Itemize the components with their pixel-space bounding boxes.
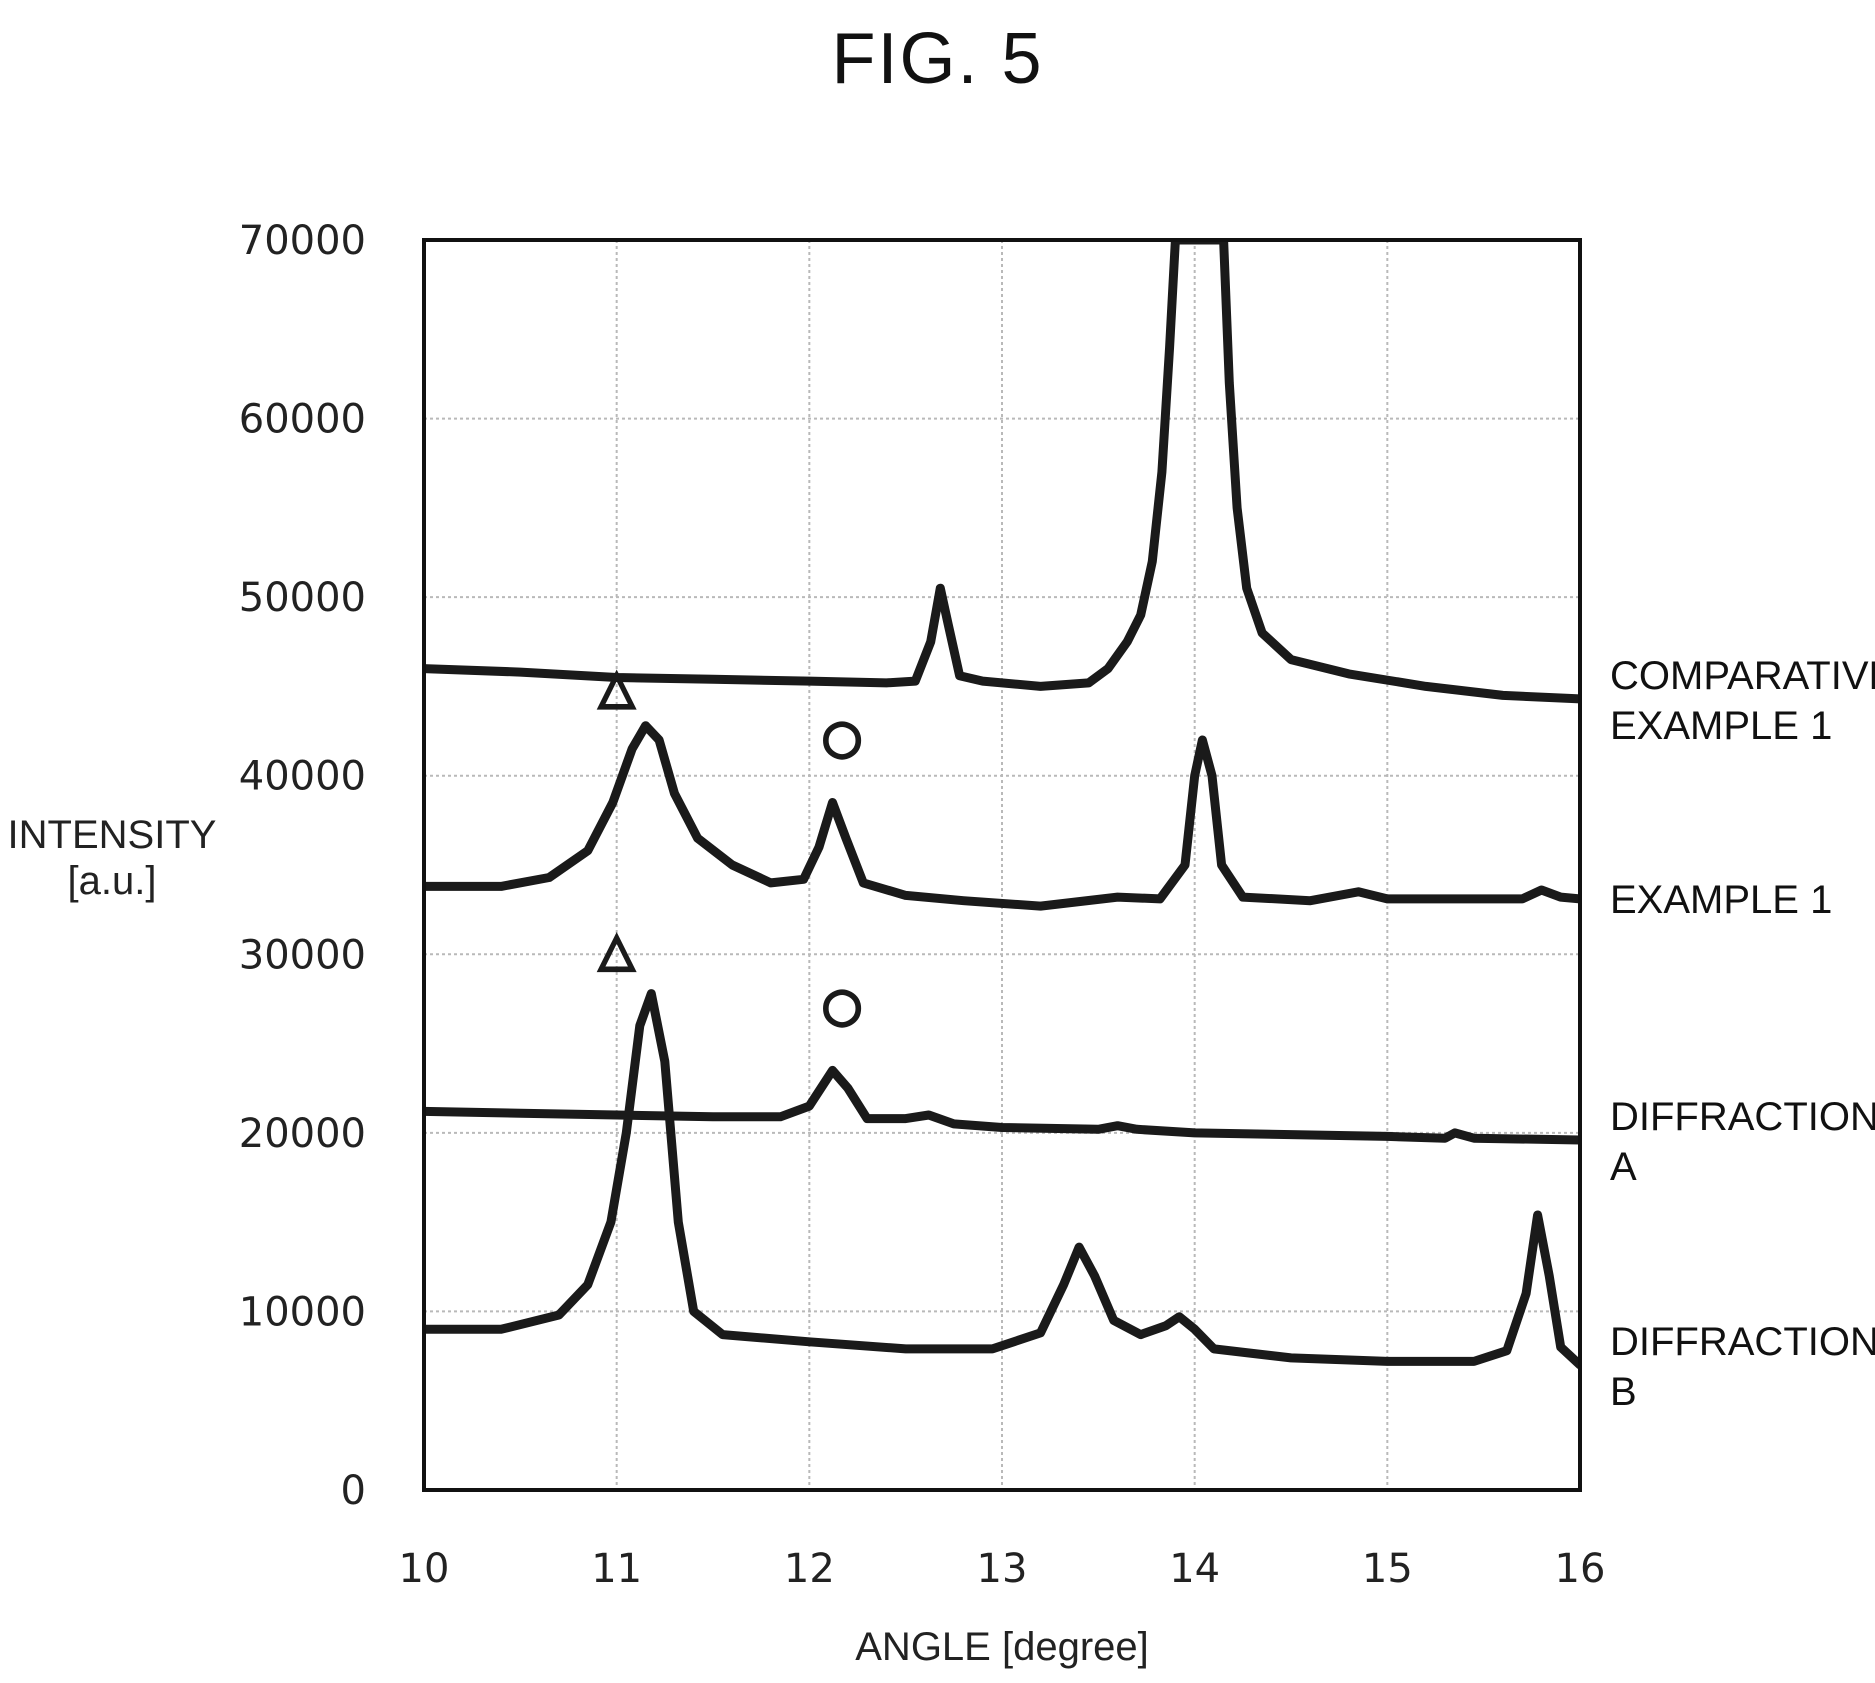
x-tick-label: 16 bbox=[1555, 1546, 1606, 1592]
figure-title: FIG. 5 bbox=[831, 19, 1044, 99]
y-tick-label: 70000 bbox=[239, 218, 366, 264]
series-line-example-1 bbox=[424, 721, 1580, 911]
series-line-diffraction-b bbox=[424, 989, 1580, 1370]
y-tick-label: 20000 bbox=[239, 1111, 366, 1157]
circle-marker: ○ bbox=[822, 977, 862, 1031]
curves bbox=[424, 240, 1580, 1370]
grid bbox=[423, 239, 1581, 1491]
plot-frame bbox=[422, 238, 1582, 1492]
series-label-comparative-example-1: COMPARATIVE EXAMPLE 1 bbox=[1610, 654, 1875, 748]
triangle-marker: △ bbox=[599, 922, 635, 976]
y-tick-labels: 0 10000 20000 30000 40000 50000 60000 70000 bbox=[239, 218, 366, 1514]
series-label-diffraction-b: DIFFRACTION B bbox=[1610, 1320, 1875, 1414]
y-tick-label: 40000 bbox=[239, 754, 366, 800]
y-tick-label: 50000 bbox=[239, 575, 366, 621]
x-tick-label: 15 bbox=[1362, 1546, 1413, 1592]
y-tick-label: 60000 bbox=[239, 397, 366, 443]
series-label-line: EXAMPLE 1 bbox=[1610, 878, 1832, 922]
series-line-diffraction-a bbox=[424, 1065, 1580, 1145]
x-tick-labels: 10 11 12 13 14 15 16 bbox=[399, 1546, 1606, 1592]
series-label-line: COMPARATIVE bbox=[1610, 654, 1875, 698]
series-labels: COMPARATIVE EXAMPLE 1 EXAMPLE 1 DIFFRACTION… bbox=[1610, 654, 1875, 1414]
triangle-marker: △ bbox=[599, 659, 635, 713]
series-label-line: B bbox=[1610, 1370, 1637, 1414]
x-tick-label: 13 bbox=[977, 1546, 1028, 1592]
series-label-line: DIFFRACTION bbox=[1610, 1095, 1875, 1139]
y-tick-label: 10000 bbox=[239, 1289, 366, 1335]
series-label-line: EXAMPLE 1 bbox=[1610, 704, 1832, 748]
series-label-line: A bbox=[1610, 1145, 1637, 1189]
y-axis-label-line: INTENSITY bbox=[8, 813, 217, 857]
x-tick-label: 10 bbox=[399, 1546, 450, 1592]
y-tick-label: 0 bbox=[341, 1468, 366, 1514]
y-tick-label: 30000 bbox=[239, 932, 366, 978]
peak-markers: △ ○ △ ○ bbox=[597, 658, 863, 1033]
series-label-diffraction-a: DIFFRACTION A bbox=[1610, 1095, 1875, 1189]
x-axis-label: ANGLE [degree] bbox=[855, 1625, 1149, 1669]
series-line-comparative-example-1 bbox=[424, 240, 1580, 704]
x-tick-label: 11 bbox=[591, 1546, 642, 1592]
circle-marker: ○ bbox=[822, 709, 862, 763]
x-tick-label: 14 bbox=[1169, 1546, 1220, 1592]
series-label-example-1: EXAMPLE 1 bbox=[1610, 878, 1832, 922]
y-axis-label: INTENSITY [a.u.] bbox=[8, 813, 217, 903]
y-axis-label-line: [a.u.] bbox=[68, 859, 157, 903]
series-label-line: DIFFRACTION bbox=[1610, 1320, 1875, 1364]
x-tick-label: 12 bbox=[784, 1546, 835, 1592]
